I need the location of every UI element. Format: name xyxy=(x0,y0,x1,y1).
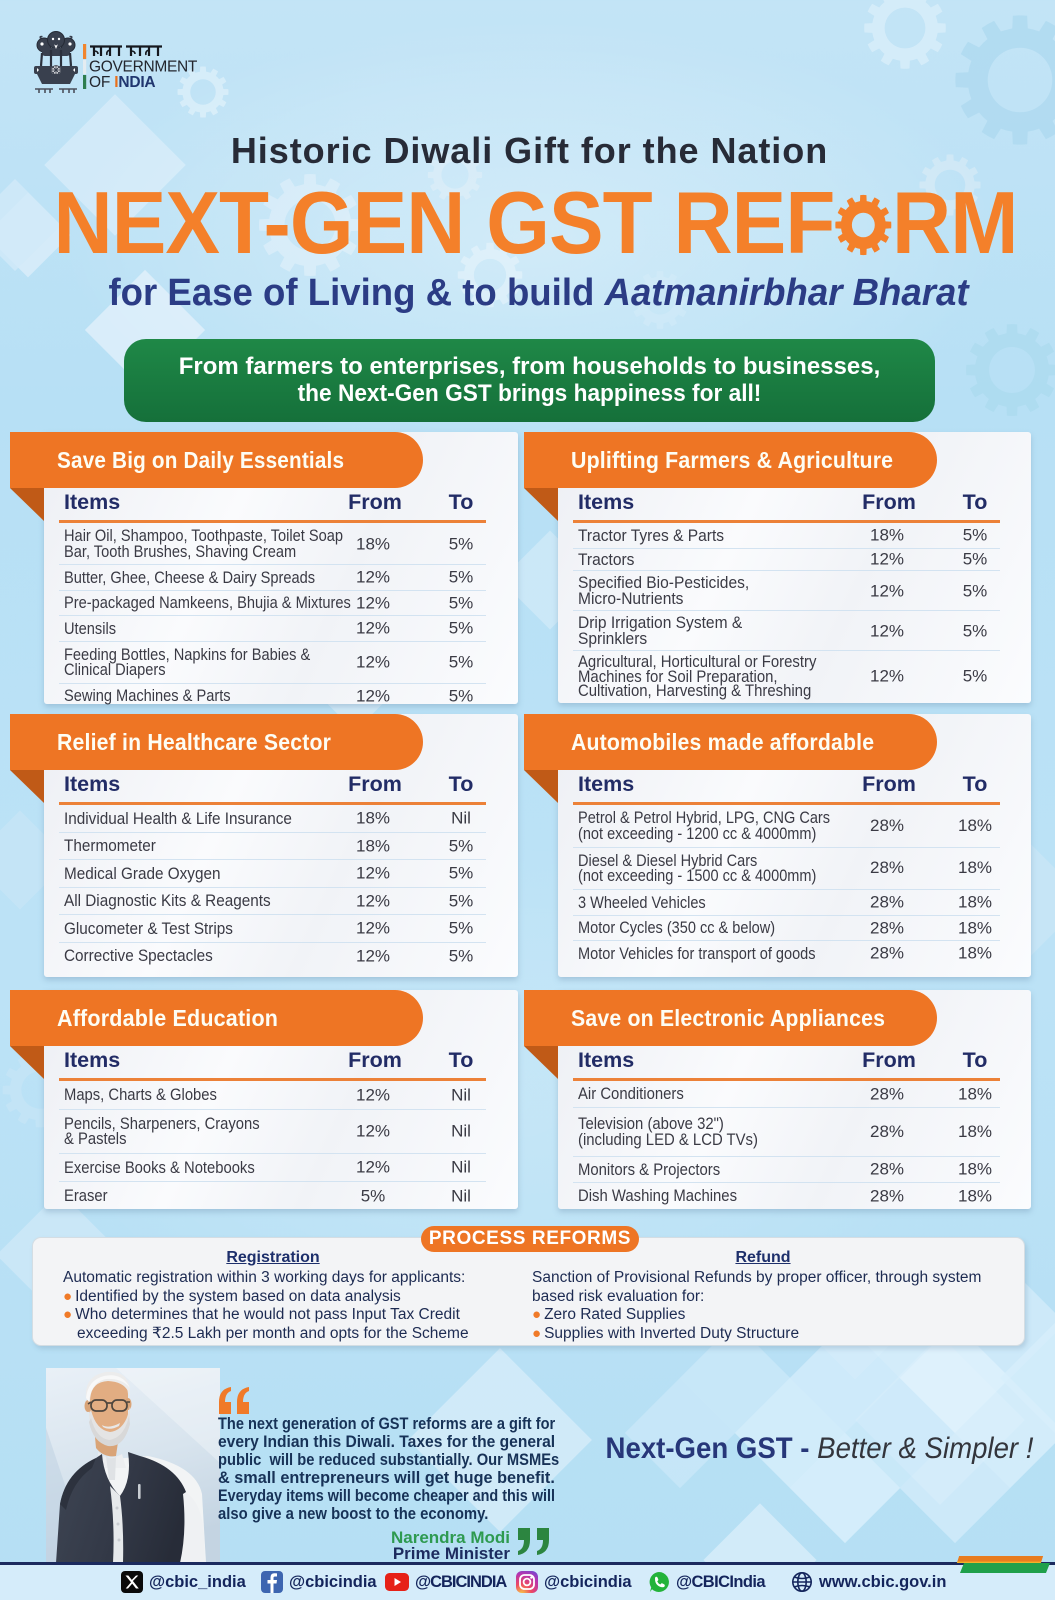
svg-text:OF INDIA: OF INDIA xyxy=(89,74,155,91)
svg-text:GOVERNMENT: GOVERNMENT xyxy=(89,59,198,76)
